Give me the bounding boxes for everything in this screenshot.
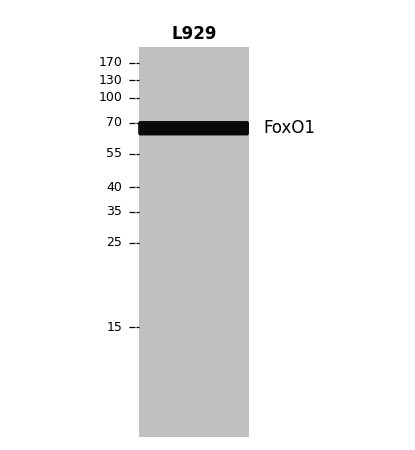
Text: 130: 130 [99,74,122,86]
Text: 55: 55 [106,148,122,160]
Text: L929: L929 [171,25,217,43]
Text: 100: 100 [98,91,122,104]
Text: 25: 25 [107,237,122,249]
Text: FoxO1: FoxO1 [264,119,315,137]
Text: 40: 40 [107,181,122,194]
Text: 170: 170 [98,57,122,69]
Bar [139,47,249,436]
Text: 35: 35 [107,205,122,218]
Text: 70: 70 [106,117,122,129]
Text: 15: 15 [107,321,122,333]
FancyBboxPatch shape [138,121,249,135]
